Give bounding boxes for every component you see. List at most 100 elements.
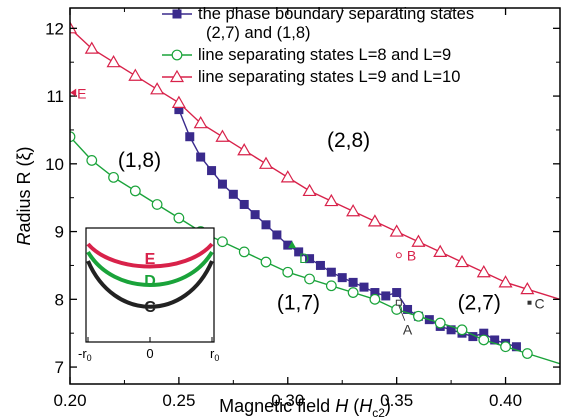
inset-plot: EDC -r0 0 r0: [78, 227, 219, 363]
series-2-point: [151, 199, 163, 210]
legend-marker: [171, 49, 183, 61]
x-axis-label: Magnetic field H (Hc2): [219, 396, 391, 418]
region-label: (1,8): [118, 149, 161, 172]
legend: the phase boundary separating states line…: [162, 5, 474, 86]
series-1-point: [392, 288, 402, 298]
y-tick-label: 11: [46, 87, 64, 106]
series-3-point: [498, 275, 513, 288]
legend-entry: line separating states L=9 and L=10: [198, 68, 460, 86]
series-2-point: [369, 293, 381, 305]
point-marker-d: [288, 241, 297, 249]
series-3-point: [324, 193, 339, 207]
region-label: (1,7): [277, 291, 320, 314]
inset-curve: [86, 242, 214, 269]
series-3-point: [302, 183, 317, 197]
inset-curve-label: C: [144, 299, 156, 316]
series-1-point: [228, 189, 238, 199]
series-1-point: [348, 277, 358, 287]
series-3-point: [70, 21, 78, 34]
series-2-point: [129, 185, 141, 197]
inset-curve: [86, 260, 214, 309]
series-2-point: [500, 341, 511, 353]
point-label: A: [403, 322, 413, 338]
series-1-point: [261, 220, 271, 230]
series-2-point: [456, 324, 468, 336]
axes: [69, 7, 561, 385]
x-tick-label: 0.35: [380, 391, 413, 410]
region-label: (2,7): [458, 291, 501, 314]
series-1-point: [403, 304, 413, 314]
series-2-point: [70, 131, 76, 143]
series-1-point: [337, 273, 347, 283]
point-label: D: [299, 250, 309, 266]
x-tick-label: 0.20: [53, 391, 86, 410]
series-3-point: [106, 54, 121, 68]
series-2-point: [260, 256, 272, 268]
y-tick-label: 7: [55, 358, 64, 377]
series-1-point: [217, 179, 227, 189]
x-tick-label: 0.25: [162, 391, 195, 410]
series-3-point: [411, 234, 426, 247]
series-3-point: [346, 204, 361, 217]
series-2-point: [347, 287, 359, 298]
series-2-point: [521, 348, 533, 359]
series-1-point: [381, 291, 391, 301]
legend-entry-line2: (2,7) and (1,8): [206, 24, 311, 42]
series-1-point: [326, 267, 336, 277]
series-3-point: [389, 224, 404, 237]
series-1-point: [283, 240, 293, 250]
series-1-point: [359, 282, 369, 292]
series-2-point: [217, 236, 228, 248]
series-1-point: [315, 260, 325, 270]
point-label: B: [407, 247, 416, 263]
series-2-point: [238, 246, 250, 258]
point-marker-e: [70, 88, 77, 97]
series-3-point: [258, 156, 274, 169]
point-label: C: [535, 296, 545, 312]
series-3-point: [193, 115, 208, 129]
series-3-point: [237, 143, 252, 156]
series-2-point: [413, 310, 424, 322]
series-3-point: [454, 254, 470, 268]
series-1-point: [305, 254, 315, 264]
y-tick-label: 12: [45, 19, 64, 38]
series-1-point: [185, 132, 195, 142]
series-2-point: [478, 334, 490, 346]
y-tick-label: 10: [45, 155, 64, 174]
series-1-point: [511, 342, 521, 352]
inset-tick-mid: 0: [146, 346, 153, 361]
series-3-point: [433, 244, 448, 257]
series-3-point: [150, 82, 165, 95]
inset-curve-label: E: [145, 251, 156, 268]
inset-tick-right: r0: [210, 346, 219, 363]
inset-tick-left: -r0: [78, 346, 92, 363]
series-3-point: [520, 281, 535, 295]
series-3-point: [367, 214, 382, 227]
series-3-point: [215, 129, 230, 142]
series-2-point: [282, 266, 294, 278]
point-marker-c: [527, 300, 532, 305]
inset-curve-label: D: [144, 273, 156, 290]
series-2-point: [108, 171, 119, 183]
y-tick-label: 9: [55, 223, 64, 242]
series-3-point: [128, 68, 143, 81]
series-2-point: [86, 155, 98, 166]
legend-marker: [172, 9, 182, 19]
series-1-point: [207, 166, 217, 176]
legend-marker: [169, 69, 185, 83]
series-1-point: [174, 105, 184, 115]
series-1-point: [446, 325, 456, 335]
series-1-point: [196, 152, 206, 162]
plot-frame: [69, 7, 561, 385]
series-1-point: [294, 247, 304, 257]
legend-entry: the phase boundary separating states: [198, 5, 474, 23]
point-label: E: [77, 86, 86, 102]
point-marker-a: [395, 299, 402, 306]
series-3-point: [476, 265, 491, 278]
series-3-point: [280, 170, 295, 183]
series-1-point: [490, 335, 500, 345]
series-1-point: [370, 288, 380, 298]
point-leader-a: [398, 305, 406, 321]
series-3-point: [171, 95, 186, 108]
